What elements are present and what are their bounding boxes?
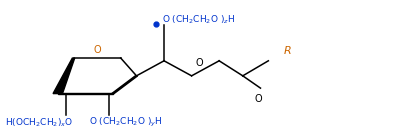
Polygon shape	[112, 76, 138, 94]
Text: O (CH$_2$CH$_2$O )$_z$H: O (CH$_2$CH$_2$O )$_z$H	[162, 14, 235, 26]
Text: O: O	[196, 58, 203, 68]
Polygon shape	[53, 58, 75, 94]
Polygon shape	[58, 93, 113, 94]
Text: R: R	[284, 46, 292, 56]
Text: O: O	[93, 45, 101, 55]
Text: H(OCH$_2$CH$_2$)$_x$O: H(OCH$_2$CH$_2$)$_x$O	[5, 116, 73, 128]
Text: O (CH$_2$CH$_2$O )$_y$H: O (CH$_2$CH$_2$O )$_y$H	[89, 116, 163, 129]
Text: O: O	[255, 94, 262, 104]
